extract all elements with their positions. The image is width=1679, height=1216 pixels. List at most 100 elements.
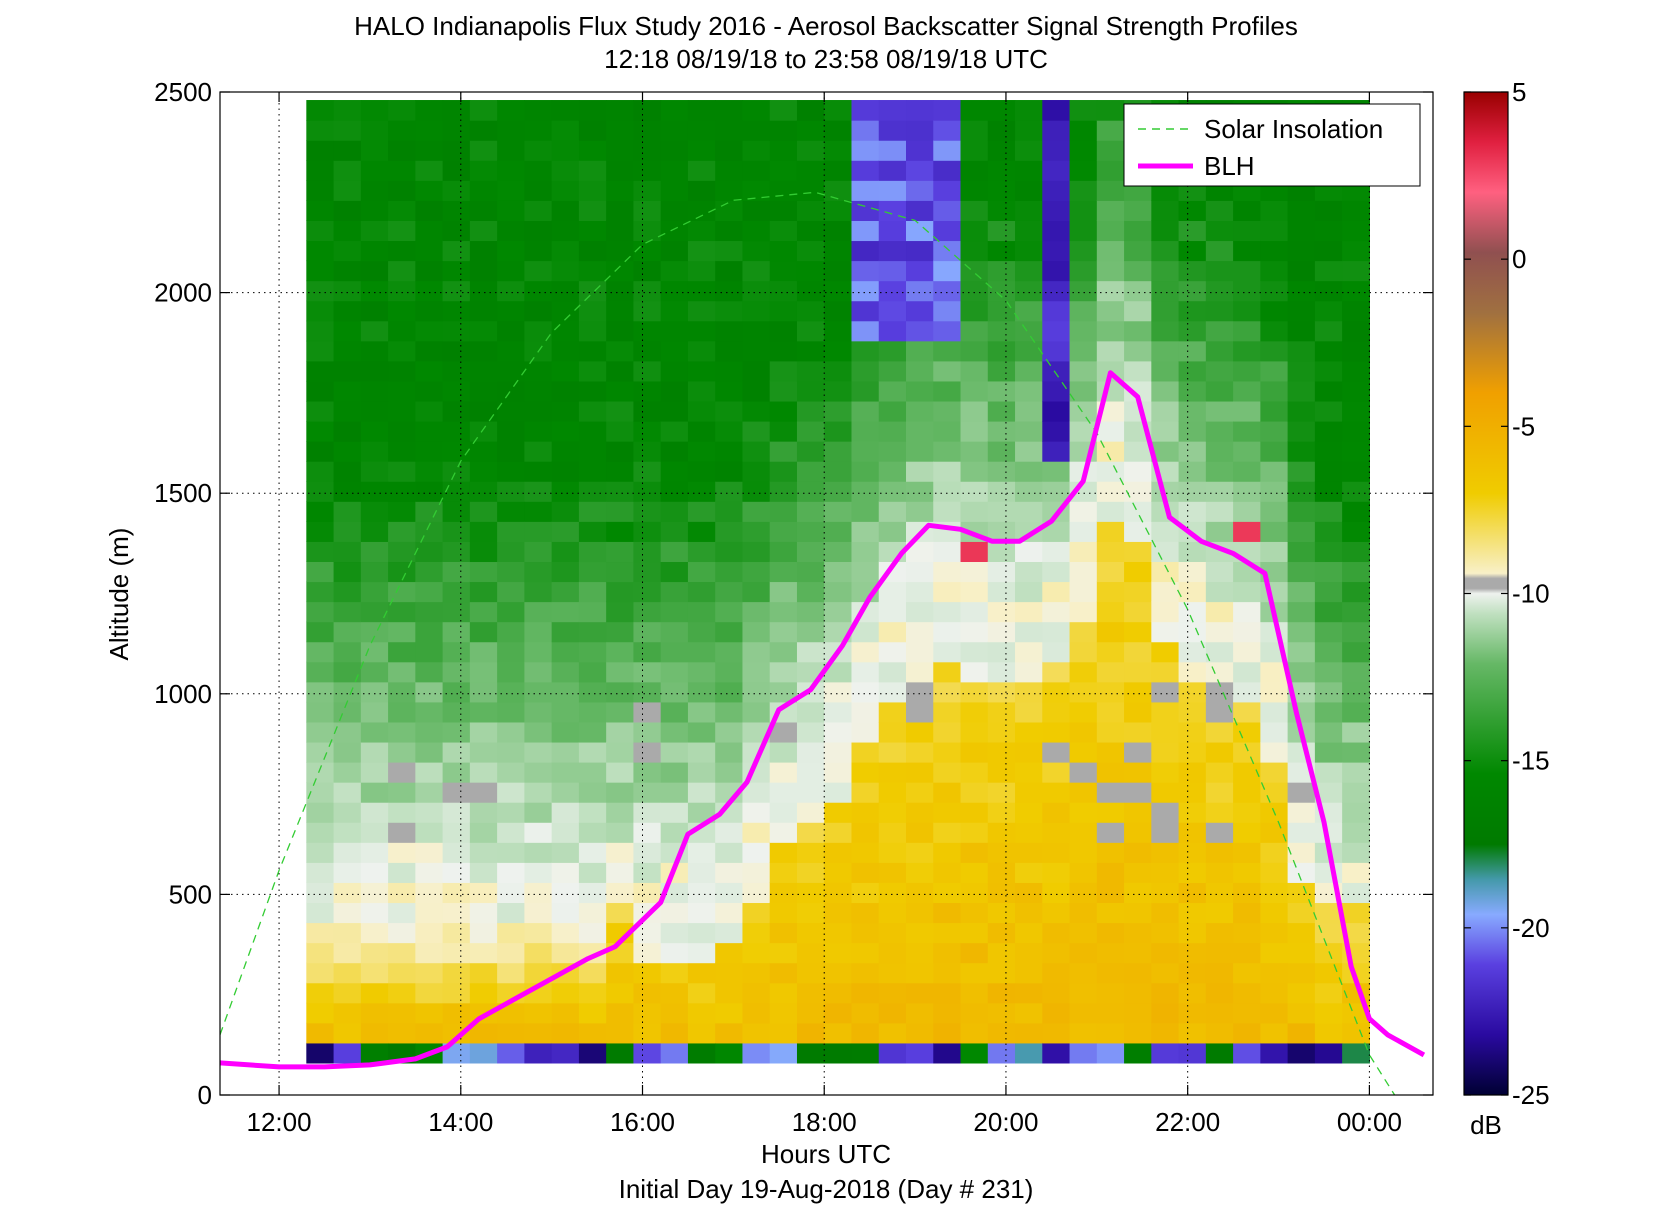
heatmap-cell [1042,1002,1071,1024]
heatmap-cell [360,160,389,181]
heatmap-cell [333,541,362,563]
heatmap-cell [1178,721,1207,743]
heatmap-cell [715,741,744,763]
heatmap-cell [742,461,771,482]
heatmap-cell [933,280,962,302]
heatmap-cell [1015,320,1043,342]
heatmap-cell [878,862,907,883]
heatmap-cell [660,822,689,843]
heatmap-cell [551,822,580,843]
heatmap-cell [606,280,635,302]
heatmap-cell [578,1022,607,1044]
heatmap-cell [851,200,880,221]
heatmap-cell [742,501,771,522]
heatmap-cell [796,501,825,522]
heatmap-cell [1342,441,1370,462]
heatmap-cell [388,862,416,883]
heatmap-cell [796,220,825,242]
heatmap-cell [633,701,662,723]
heatmap-cell [1233,481,1261,502]
heatmap-cell [660,120,689,141]
heatmap-cell [442,260,471,282]
heatmap-cell [606,340,635,362]
heatmap-cell [1287,842,1316,863]
heatmap-cell [687,160,716,181]
heatmap-cell [769,360,798,382]
heatmap-cell [851,300,880,322]
heatmap-cell [715,300,744,322]
heatmap-cell [388,561,416,583]
heatmap-cell [442,822,471,843]
heatmap-cell [1260,541,1289,563]
heatmap-cell [1151,441,1180,462]
heatmap-cell [987,561,1016,583]
heatmap-cell [1342,822,1370,843]
heatmap-cell [442,481,471,502]
heatmap-cell [715,220,744,242]
heatmap-cell [796,641,825,663]
heatmap-cell [824,120,853,141]
heatmap-cell [906,1022,934,1044]
heatmap-cell [1205,762,1234,783]
heatmap-cell [1205,962,1234,984]
heatmap-cell [1042,521,1071,542]
colorbar-tick-label: -20 [1512,913,1550,943]
heatmap-cell [551,681,580,703]
heatmap-cell [333,360,362,382]
heatmap-cell [333,561,362,583]
heatmap-cell [1015,160,1043,181]
heatmap-cell [687,561,716,583]
heatmap-cell [851,802,880,823]
heatmap-cell [1069,681,1098,703]
heatmap-cell [415,802,444,823]
x-axis-label: Hours UTC [761,1139,891,1169]
heatmap-cell [878,140,907,161]
heatmap-cell [1069,621,1098,643]
heatmap-cell [987,962,1016,984]
heatmap-cell [306,461,335,482]
heatmap-cell [906,661,934,683]
heatmap-cell [742,982,771,1004]
heatmap-cell [851,441,880,462]
heatmap-cell [878,200,907,221]
heatmap-cell [1260,962,1289,984]
heatmap-cell [524,1042,553,1064]
heatmap-cell [769,180,798,201]
heatmap-cell [1042,902,1071,924]
heatmap-cell [1178,621,1207,643]
heatmap-cell [1069,641,1098,663]
heatmap-cell [660,200,689,221]
heatmap-cell [551,1022,580,1044]
heatmap-cell [442,862,471,883]
heatmap-cell [796,140,825,161]
heatmap-cell [796,1022,825,1044]
heatmap-cell [796,320,825,342]
heatmap-cell [1287,320,1316,342]
heatmap-cell [960,701,989,723]
heatmap-cell [1151,541,1180,563]
heatmap-cell [551,100,580,121]
heatmap-cell [388,802,416,823]
heatmap-cell [1015,200,1043,221]
heatmap-cell [1151,240,1180,262]
heatmap-cell [551,541,580,563]
heatmap-cell [1260,380,1289,402]
heatmap-cell [1287,882,1316,904]
heatmap-cell [660,380,689,402]
heatmap-cell [796,400,825,422]
heatmap-cell [851,902,880,924]
heatmap-cell [415,1022,444,1044]
heatmap-cell [1205,340,1234,362]
heatmap-cell [1069,842,1098,863]
heatmap-cell [1260,360,1289,382]
heatmap-cell [742,681,771,703]
heatmap-cell [306,741,335,763]
heatmap-cell [987,120,1016,141]
heatmap-cell [524,100,553,121]
heatmap-cell [1342,240,1370,262]
heatmap-cell [742,541,771,563]
heatmap-cell [1124,762,1152,783]
heatmap-cell [633,300,662,322]
heatmap-cell [660,300,689,322]
heatmap-cell [1069,782,1098,803]
